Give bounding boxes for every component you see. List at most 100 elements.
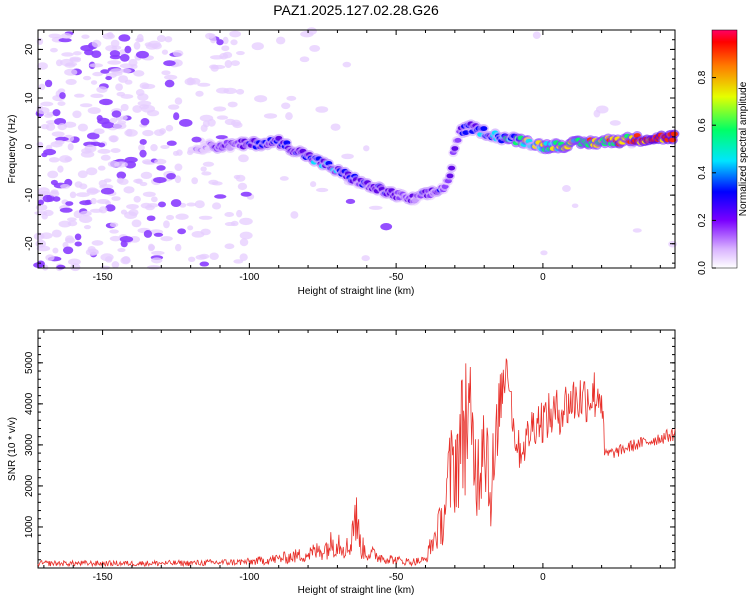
spectrogram-noise-point	[154, 158, 167, 165]
spectrogram-noise-point	[363, 145, 370, 152]
spectrogram-noise-point	[188, 256, 196, 263]
spectrogram-noise-point	[90, 80, 98, 85]
spectrogram-noise-point	[133, 41, 141, 50]
spectrogram-noise-point	[57, 101, 66, 106]
spectrogram-noise-point	[79, 210, 92, 217]
spectrogram-noise-point	[281, 102, 291, 110]
spectrogram-noise-point	[174, 243, 182, 252]
spectrogram-noise-point	[239, 231, 253, 240]
spectrogram-noise-point	[139, 181, 148, 187]
spectrogram-noise-point	[116, 171, 127, 180]
spectrogram-noise-point	[109, 235, 122, 242]
spectrogram-noise-point	[195, 254, 207, 260]
spectrogram-noise-point	[107, 160, 120, 168]
spectrogram-noise-point	[40, 101, 54, 107]
spectrogram-noise-point	[237, 182, 248, 191]
spectrogram-noise-point	[120, 68, 132, 74]
spectrogram-noise-point	[138, 144, 145, 152]
spectrogram-noise-point	[221, 45, 230, 52]
spectrogram-noise-point	[135, 50, 149, 59]
spectrogram-noise-point	[174, 175, 182, 184]
spectrogram-noise-point	[110, 148, 121, 154]
spectrogram-noise-point	[153, 232, 164, 237]
spectrogram-noise-point	[632, 228, 642, 233]
spectrogram-noise-point	[58, 37, 72, 43]
spectrogram-noise-point	[36, 260, 45, 268]
spectrogram-noise-point	[96, 198, 110, 205]
spectrogram-noise-point	[111, 261, 120, 269]
spectrogram-noise-point	[91, 240, 104, 246]
snr-y-ticks: 1000 2000 3000 4000 5000	[24, 329, 675, 569]
spectrogram-trace-point	[448, 165, 456, 171]
spectrogram-noise-point	[90, 197, 97, 205]
spectrogram-noise-point	[51, 131, 65, 137]
spectrogram-noise-point	[131, 219, 142, 228]
spectrogram-noise-point	[211, 181, 223, 186]
spectrogram-noise-point	[110, 39, 120, 48]
spectrogram-noise-point	[240, 191, 252, 197]
spectrogram-noise-point	[60, 183, 71, 189]
spectrogram-y-axis-label: Frequency (Hz)	[7, 115, 18, 184]
spectrogram-noise-point	[140, 202, 152, 209]
spectrogram-noise-point	[199, 261, 210, 267]
spectrogram-noise-point	[213, 106, 227, 112]
y-tick-label: 1000	[24, 515, 35, 538]
spectrogram-trace-point	[480, 126, 488, 131]
spectrogram-noise-point	[200, 166, 207, 172]
spectrogram-noise-point	[227, 101, 238, 108]
spectrogram-noise-point	[36, 106, 50, 115]
spectrogram-noise-point	[156, 165, 166, 171]
spectrogram-noise-point	[279, 176, 289, 181]
spectrogram-noise-point	[286, 95, 297, 101]
spectrogram-noise-point	[133, 70, 145, 77]
spectrogram-noise-point	[100, 187, 115, 195]
spectrogram-noise-point	[310, 181, 317, 188]
spectrogram-noise-point	[84, 49, 94, 56]
spectrogram-noise-point	[36, 245, 51, 252]
spectrogram-noise-point	[147, 265, 161, 270]
spectrogram-noise-point	[224, 118, 236, 126]
y-tick-label: 10	[24, 92, 35, 104]
spectrogram-noise-point	[100, 253, 114, 262]
spectrogram-noise-point	[57, 123, 68, 131]
spectrogram-noise-point	[50, 141, 63, 148]
spectrogram-noise-point	[315, 106, 329, 113]
spectrogram-noise-point	[224, 222, 236, 227]
spectrogram-noise-point	[571, 203, 579, 209]
spectrogram-noise-point	[124, 156, 138, 163]
snr-series-line	[37, 358, 676, 568]
spectrogram-y-ticks: -20 -10 0 10 20	[24, 29, 675, 264]
y-tick-label: 20	[24, 43, 35, 55]
spectrogram-noise-point	[59, 92, 66, 99]
spectrogram-noise-point	[96, 86, 108, 93]
spectrogram-noise-point	[189, 77, 201, 85]
spectrogram-noise-point	[309, 44, 321, 52]
spectrogram-noise-point	[164, 36, 173, 43]
spectrogram-noise-point	[222, 36, 229, 45]
spectrogram-noise-point	[209, 252, 219, 260]
y-tick-label: -10	[24, 187, 35, 202]
spectrogram-noise-point	[251, 42, 264, 51]
spectrogram-noise-point	[73, 51, 82, 56]
spectrogram-noise-point	[87, 107, 101, 115]
spectrogram-noise-point	[43, 148, 57, 156]
spectrogram-noise-point	[109, 117, 118, 124]
spectrogram-noise-point	[73, 93, 85, 98]
spectrogram-noise-point	[158, 201, 167, 208]
spectrogram-trace-point	[451, 146, 459, 151]
spectrogram-noise-point	[137, 100, 152, 107]
spectrogram-noise-point	[38, 83, 46, 91]
spectrogram-noise-point	[120, 103, 129, 111]
spectrogram-noise-point	[216, 39, 224, 46]
spectrogram-noise-point	[74, 233, 82, 241]
spectrogram-noise-point	[51, 229, 62, 238]
spectrogram-noise-point	[66, 217, 77, 222]
spectrogram-noise-point	[164, 79, 175, 88]
spectrogram-noise-point	[111, 45, 122, 50]
spectrogram-points	[33, 27, 680, 272]
spectrogram-noise-point	[86, 132, 100, 140]
spectrogram-noise-point	[239, 238, 249, 247]
spectrogram-noise-point	[128, 58, 138, 67]
spectrogram-noise-point	[290, 211, 299, 219]
spectrogram-noise-point	[146, 109, 160, 117]
